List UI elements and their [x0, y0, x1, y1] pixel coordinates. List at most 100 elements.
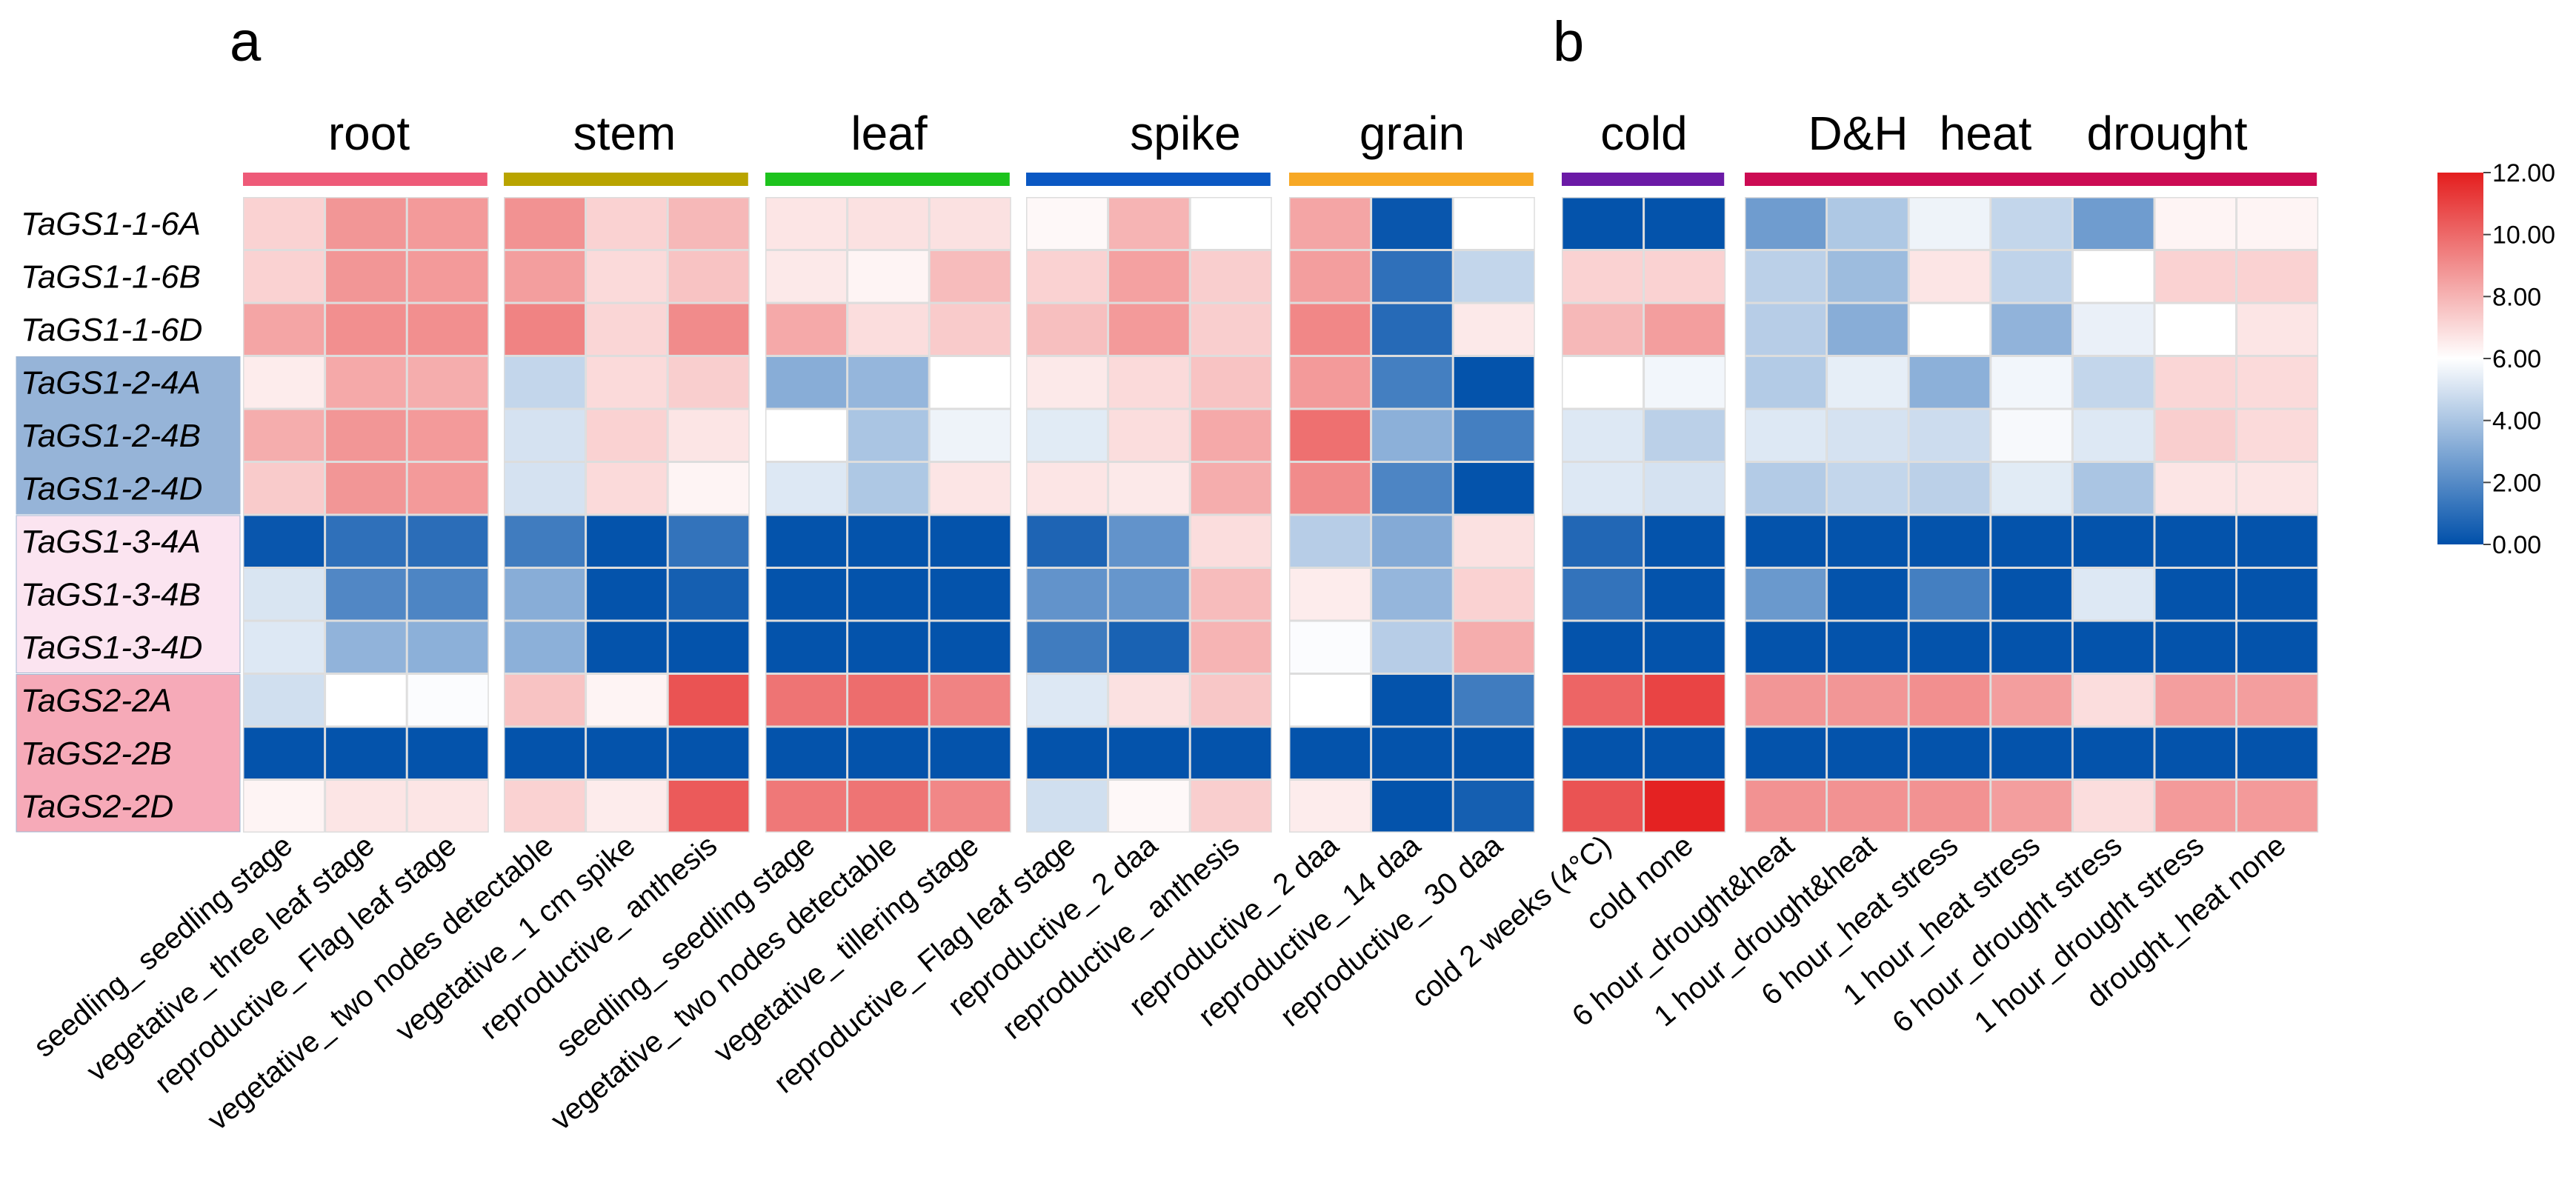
heatmap-cell — [1289, 567, 1371, 621]
heatmap-cell — [243, 461, 325, 515]
heatmap-cell — [1826, 461, 1909, 515]
heatmap-cell — [325, 461, 407, 515]
heatmap-cell — [765, 779, 848, 833]
heatmap-cell — [668, 727, 750, 780]
heatmap-cell — [1643, 197, 1726, 250]
heatmap-cell — [1371, 409, 1454, 462]
heatmap-cell — [325, 621, 407, 674]
color-scale-legend: 12.00 10.00 8.00 6.00 4.00 2.00 0.00 — [2437, 159, 2555, 559]
heatmap-cell — [2236, 673, 2319, 727]
heatmap-cell — [585, 515, 668, 568]
row-label: TaGS1-1-6A — [21, 206, 201, 242]
heatmap-cell — [407, 250, 489, 303]
heatmap-cell — [1371, 621, 1454, 674]
row-label: TaGS1-3-4A — [21, 524, 201, 560]
heatmap-cell — [1289, 621, 1371, 674]
heatmap-cell — [243, 567, 325, 621]
heatmap-cell — [2236, 303, 2319, 356]
group-color-bar — [1745, 173, 2317, 186]
heatmap-cell — [325, 515, 407, 568]
heatmap-cell — [2154, 779, 2237, 833]
heatmap-cell — [1190, 250, 1272, 303]
heatmap-cell — [1371, 673, 1454, 727]
heatmap-cell — [1453, 303, 1535, 356]
heatmap-cell — [1990, 727, 2073, 780]
heatmap-cell — [504, 567, 586, 621]
heatmap-cell — [668, 567, 750, 621]
heatmap-cell — [1745, 515, 1827, 568]
heatmap-cell — [668, 409, 750, 462]
heatmap-cell — [1826, 409, 1909, 462]
heatmap-cell — [585, 250, 668, 303]
heatmap-cell — [1108, 197, 1191, 250]
heatmap-cell — [929, 567, 1011, 621]
heatmap-cell — [847, 461, 930, 515]
column-label: cold 2 weeks (4°C) — [1405, 829, 1617, 1014]
heatmap-cell — [1108, 621, 1191, 674]
heatmap-cell — [407, 409, 489, 462]
heatmap-cell — [1826, 515, 1909, 568]
heatmap-cell — [1908, 567, 1991, 621]
heatmap-cell — [1643, 567, 1726, 621]
heatmap-cell — [1108, 356, 1191, 409]
row-label: TaGS1-1-6B — [21, 259, 201, 295]
heatmap-cell — [1990, 779, 2073, 833]
heatmap-cell — [1908, 250, 1991, 303]
legend-tick-label: 0.00 — [2492, 531, 2541, 559]
heatmap-cell — [1562, 356, 1644, 409]
heatmap-cell — [2072, 673, 2154, 727]
heatmap-cell — [2154, 567, 2237, 621]
heatmap-cell — [1371, 250, 1454, 303]
heatmap-cell — [407, 727, 489, 780]
heatmap-cell — [2072, 779, 2154, 833]
legend-tick-label: 2.00 — [2492, 469, 2541, 497]
gene-group-box — [16, 356, 241, 515]
heatmap-cell — [929, 356, 1011, 409]
group-label: drought — [2086, 107, 2247, 160]
heatmap-cell — [929, 779, 1011, 833]
heatmap-cell — [1190, 197, 1272, 250]
heatmap-cell — [504, 409, 586, 462]
heatmap-cell — [847, 303, 930, 356]
heatmap-cell — [1026, 409, 1108, 462]
heatmap-cell — [1453, 461, 1535, 515]
heatmap-cell — [1190, 621, 1272, 674]
heatmap-cell — [1745, 461, 1827, 515]
heatmap-cell — [2236, 621, 2319, 674]
heatmap-cell — [243, 197, 325, 250]
heatmap-cell — [1562, 250, 1644, 303]
heatmap-cell — [765, 461, 848, 515]
heatmap-cell — [929, 515, 1011, 568]
heatmap-cell — [847, 567, 930, 621]
heatmap-cell — [325, 567, 407, 621]
heatmap-cell — [668, 673, 750, 727]
gene-group-box — [16, 515, 241, 673]
heatmap-cell — [325, 409, 407, 462]
group-label: cold — [1600, 107, 1687, 160]
heatmap-cell — [1289, 515, 1371, 568]
heatmap-cell — [2154, 409, 2237, 462]
panel-label-b: b — [1553, 10, 1584, 73]
heatmap-cell — [765, 197, 848, 250]
heatmap-cell — [929, 727, 1011, 780]
heatmap-cell — [1643, 673, 1726, 727]
group-color-bar — [243, 173, 487, 186]
heatmap-cell — [847, 250, 930, 303]
heatmap-cell — [2072, 303, 2154, 356]
heatmap-cell — [1908, 461, 1991, 515]
heatmap-cell — [504, 250, 586, 303]
heatmap-cell — [1190, 515, 1272, 568]
heatmap-cell — [1908, 515, 1991, 568]
heatmap-cell — [2236, 515, 2319, 568]
gene-group-shading — [16, 356, 241, 833]
heatmap-cell — [1453, 356, 1535, 409]
heatmap-cell — [1990, 197, 2073, 250]
heatmap-cell — [1453, 250, 1535, 303]
heatmap-cell — [1643, 461, 1726, 515]
heatmap-cell — [1908, 409, 1991, 462]
heatmap-cell — [1826, 356, 1909, 409]
heatmap-cell — [1562, 621, 1644, 674]
heatmap-cell — [325, 197, 407, 250]
heatmap-cell — [2072, 621, 2154, 674]
